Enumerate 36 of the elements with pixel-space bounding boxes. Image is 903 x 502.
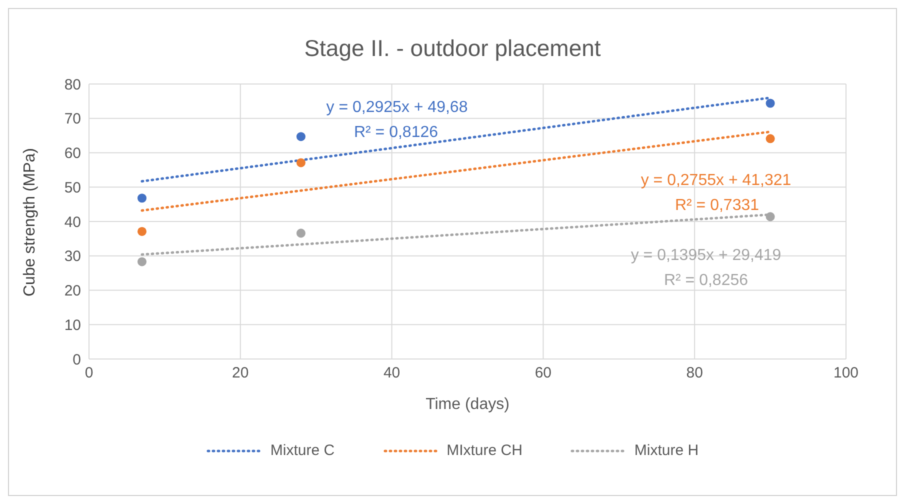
point — [296, 228, 306, 238]
annotation: R² = 0,7331 — [674, 197, 760, 215]
y-tick-label: 50 — [64, 179, 81, 196]
x-tick-label: 20 — [232, 364, 249, 382]
point — [137, 194, 147, 203]
y-tick-label: 80 — [64, 76, 81, 94]
x-tick-label: 60 — [534, 364, 552, 382]
y-tick-label: 0 — [72, 351, 81, 368]
chart-title: Stage II. - outdoor placement — [303, 35, 602, 63]
y-tick-label: 10 — [64, 316, 81, 334]
point — [766, 212, 775, 222]
point — [766, 98, 775, 108]
x-tick-label: 80 — [686, 364, 703, 382]
point — [137, 226, 147, 236]
y-tick-label: 60 — [64, 145, 81, 162]
legend-label: Mixture C — [270, 442, 335, 459]
legend-label: MIxture CH — [446, 442, 522, 459]
point — [296, 158, 306, 168]
y-tick-label: 20 — [64, 282, 81, 300]
annotation: y = 0,2755x + 41,321 — [640, 172, 792, 190]
x-axis-title: Time (days) — [426, 396, 510, 413]
x-tick-label: 100 — [833, 364, 859, 382]
point — [766, 134, 775, 144]
y-tick-label: 40 — [64, 214, 81, 231]
annotation: y = 0,2925x + 49,68 — [326, 99, 468, 117]
x-tick-label: 40 — [383, 364, 400, 382]
point — [137, 257, 147, 266]
legend-label: Mixture H — [634, 442, 699, 459]
annotation: R² = 0,8256 — [664, 272, 748, 290]
y-axis-title: Cube strength (MPa) — [22, 148, 39, 296]
y-tick-label: 70 — [64, 110, 81, 128]
annotation: R² = 0,8126 — [354, 124, 438, 142]
y-tick-label: 30 — [64, 248, 81, 266]
annotation: y = 0,1395x + 29,419 — [630, 247, 782, 265]
x-tick-label: 0 — [84, 364, 94, 382]
point — [296, 132, 306, 142]
